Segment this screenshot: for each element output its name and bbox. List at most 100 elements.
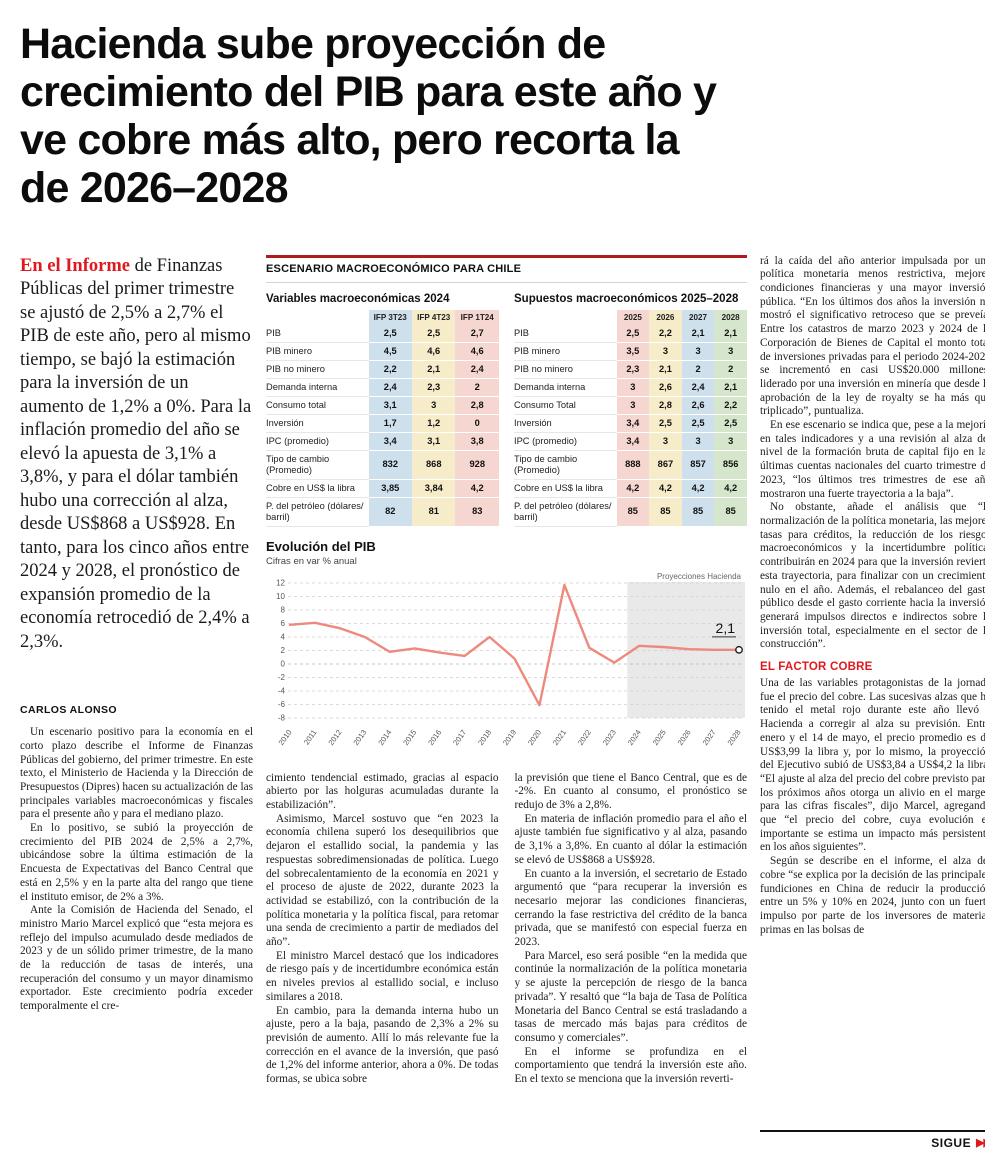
table-cell: 2,3 (412, 378, 456, 397)
projection-label: Proyecciones Hacienda (657, 572, 742, 581)
row-label: Cobre en US$ la libra (266, 479, 369, 498)
table-cell: 3,4 (368, 432, 412, 451)
table-cell: 856 (714, 450, 747, 480)
row-label: PIB minero (514, 342, 617, 361)
table-cell: 857 (681, 450, 715, 480)
x-tick-label: 2014 (376, 728, 393, 747)
x-tick-label: 2024 (626, 728, 643, 747)
headline: Hacienda sube proyección de crecimiento … (20, 20, 985, 213)
table-cell: 2,3 (616, 360, 650, 379)
table-cell: 1,2 (412, 414, 456, 433)
table-cell: 2,1 (714, 378, 747, 397)
table-cell: 2,4 (681, 378, 715, 397)
row-label: Tipo de cambio (Promedio) (514, 450, 617, 480)
table-cell: 2,5 (616, 324, 650, 343)
body-paragraph: Para Marcel, eso será posible “en la med… (514, 949, 748, 1044)
table-cell: 2,6 (649, 378, 682, 397)
lead-highlight: En el Informe (20, 255, 130, 276)
row-label: Consumo Total (514, 396, 617, 415)
sigue-label: SIGUE (931, 1135, 972, 1150)
body-paragraph: En cambio, para la demanda interna hubo … (266, 1004, 499, 1086)
row-label: Demanda interna (266, 378, 369, 397)
table-cell: 0 (455, 414, 499, 433)
row-label: IPC (promedio) (514, 432, 617, 451)
table-cell: 83 (455, 497, 499, 527)
table-cell: 888 (616, 450, 650, 480)
headline-line-2: crecimiento del PIB para este año y (20, 68, 717, 117)
table-row: PIB 2,5 2,5 2,7 (266, 324, 499, 343)
table-cell: 85 (649, 497, 682, 527)
row-label: Demanda interna (514, 378, 617, 397)
x-tick-label: 2026 (676, 728, 693, 747)
table-row: Demanda interna 2,4 2,3 2 (266, 378, 499, 397)
table-cell: 1,7 (368, 414, 412, 433)
table-cell: 4,2 (455, 479, 499, 498)
table-title: Supuestos macroeconómicos 2025–2028 (514, 292, 739, 305)
table-cell: 4,2 (681, 479, 715, 498)
table-cell: 2,5 (412, 324, 456, 343)
table-cell: 2,2 (714, 396, 747, 415)
x-tick-label: 2018 (476, 728, 493, 747)
content-grid: En el Informe de Finanzas Públicas del p… (20, 254, 985, 1150)
row-label: Tipo de cambio (Promedio) (266, 450, 369, 480)
table-cell: 3 (714, 342, 747, 361)
table-cell: 2,4 (368, 378, 412, 397)
table-row: Tipo de cambio (Promedio) 888 867 857 856 (514, 450, 747, 480)
table-cell: 832 (368, 450, 412, 480)
row-label: PIB no minero (514, 360, 617, 379)
table-cell: 3 (681, 342, 715, 361)
table-cell: 3,4 (616, 414, 650, 433)
row-label: PIB minero (266, 342, 369, 361)
table-cell: 2 (455, 378, 499, 397)
table-cell: 2,1 (681, 324, 715, 343)
x-tick-label: 2019 (501, 728, 518, 747)
table-cell: 4,6 (412, 342, 456, 361)
table-cell: 2,6 (681, 396, 715, 415)
table-cell: 2,5 (368, 324, 412, 343)
body-paragraph: la previsión que tiene el Banco Central,… (514, 771, 748, 812)
table-cell: 2,1 (412, 360, 456, 379)
table-cell: 2,1 (714, 324, 747, 343)
row-label: Cobre en US$ la libra (514, 479, 617, 498)
table-cell: 2,1 (649, 360, 682, 379)
left-column: En el Informe de Finanzas Públicas del p… (20, 255, 253, 1150)
sigue-arrows-icon: ▶▶ (976, 1137, 985, 1150)
table-column-header: 2026 (649, 309, 682, 325)
table-cell: 3 (412, 396, 456, 415)
body-paragraph: Ante la Comisión de Hacienda del Senado,… (20, 904, 253, 1013)
x-tick-label: 2015 (401, 728, 418, 747)
body-paragraph: En ese escenario se indica que, pese a l… (760, 419, 985, 500)
y-tick-label: -8 (278, 713, 286, 722)
table-cell: 85 (714, 497, 747, 527)
table-cell: 3,8 (455, 432, 499, 451)
table-cell: 85 (616, 497, 650, 527)
y-tick-label: 10 (276, 592, 285, 601)
table-row: PIB 2,5 2,2 2,1 2,1 (514, 324, 747, 343)
row-label: P. del petróleo (dólares/ barril) (266, 497, 369, 527)
table-cell: 3,84 (412, 479, 456, 498)
byline: CARLOS ALONSO (20, 704, 117, 717)
y-tick-label: 0 (281, 659, 286, 668)
body-paragraph: No obstante, añade el análisis que “la n… (760, 501, 985, 651)
end-point-marker (735, 645, 743, 654)
pib-evolution-chart: 12 10 8 6 4 2 0 -2 -4 -6 -8 2010 2011 2012 2013 2014 201… (276, 572, 745, 747)
x-tick-label: 2022 (576, 728, 593, 747)
body-paragraph: rá la caída del año anterior impulsada p… (760, 254, 985, 418)
table-cell: 2 (714, 360, 747, 379)
table-column-header: 2025 (616, 309, 650, 325)
continues-marker: SIGUE ▶▶ (760, 1129, 985, 1150)
table-cell: 82 (368, 497, 412, 527)
x-tick-label: 2011 (302, 728, 319, 747)
table-cell: 4,2 (616, 479, 650, 498)
middle-column: ESCENARIO MACROECONÓMICO PARA CHILE Vari… (266, 254, 747, 1150)
table-cell: 2,2 (649, 324, 682, 343)
table-cell: 3,1 (412, 432, 456, 451)
variables-2024-table: IFP 3T23 IFP 4T23 IFP 1T24 PIB 2,5 2,5 2,7 PIB … (266, 309, 499, 527)
table-cell: 4,5 (368, 342, 412, 361)
bottom-columns: cimiento tendencial estimado, gracias al… (266, 772, 747, 1138)
infographic-kicker: ESCENARIO MACROECONÓMICO PARA CHILE (266, 263, 747, 283)
y-tick-label: -4 (278, 686, 286, 695)
table-row: Inversión 1,7 1,2 0 (266, 414, 499, 433)
x-tick-label: 2020 (526, 728, 543, 747)
